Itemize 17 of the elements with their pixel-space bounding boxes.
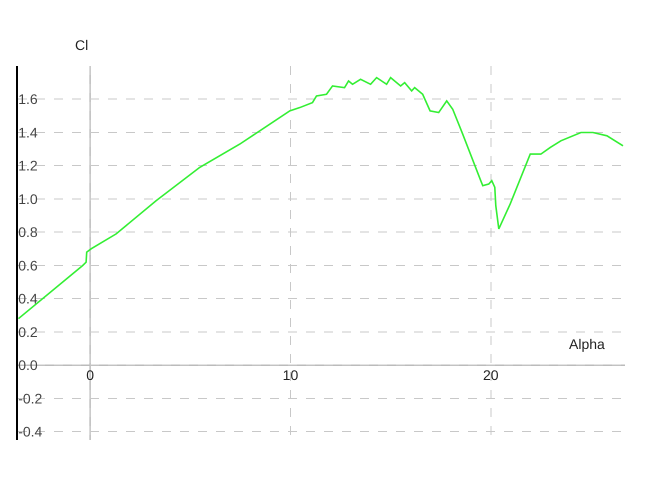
y-tick-label: 1.6 <box>18 91 38 108</box>
y-axis-title: Cl <box>75 37 88 53</box>
x-tick-label: 10 <box>282 367 298 384</box>
y-tick-label: -0.2 <box>18 390 43 406</box>
line-series <box>18 76 624 320</box>
x-axis-title: Alpha <box>569 336 606 352</box>
y-tick-label: 0.4 <box>18 290 38 307</box>
y-tick-label: 0.2 <box>18 324 38 340</box>
y-tick-label: 0.0 <box>18 357 38 374</box>
y-tick-label: 1.4 <box>18 124 38 140</box>
y-tick-label: 1.0 <box>18 190 38 207</box>
y-tick-label: 0.8 <box>18 224 38 240</box>
y-tick-label: -0.4 <box>18 424 43 440</box>
y-tick-label: 0.6 <box>18 257 38 274</box>
x-tick-label: 20 <box>482 367 499 384</box>
y-tick-label: 1.2 <box>18 158 38 174</box>
x-tick-label: 0 <box>86 367 94 384</box>
